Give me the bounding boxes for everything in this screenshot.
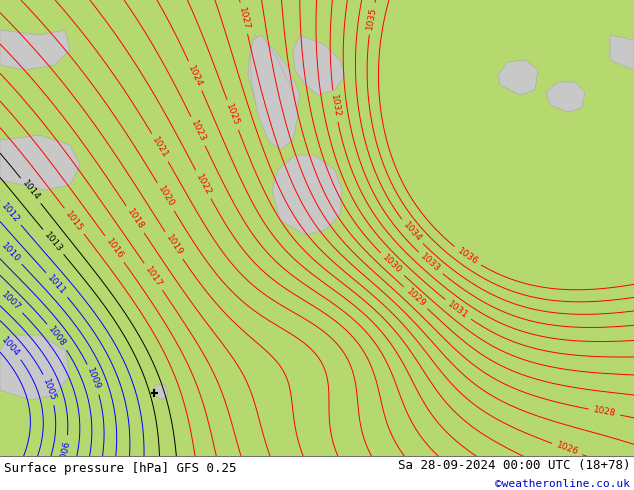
Polygon shape (610, 35, 634, 70)
Text: 1005: 1005 (41, 377, 58, 402)
Text: Sa 28-09-2024 00:00 UTC (18+78): Sa 28-09-2024 00:00 UTC (18+78) (398, 459, 630, 472)
Text: 1010: 1010 (0, 241, 22, 264)
Polygon shape (155, 385, 168, 400)
Text: 1029: 1029 (404, 287, 427, 309)
Text: 1030: 1030 (381, 253, 404, 275)
Text: 1017: 1017 (143, 265, 164, 289)
Text: 1014: 1014 (20, 179, 41, 202)
Polygon shape (250, 35, 298, 150)
Text: 1012: 1012 (0, 201, 22, 224)
Polygon shape (546, 82, 585, 112)
Polygon shape (0, 30, 70, 70)
Text: 1023: 1023 (189, 119, 207, 144)
Text: 1024: 1024 (186, 64, 204, 88)
Text: 1021: 1021 (150, 135, 170, 160)
Text: 1026: 1026 (555, 441, 579, 457)
Text: 1013: 1013 (42, 230, 64, 254)
Text: 1004: 1004 (0, 336, 22, 359)
Polygon shape (498, 60, 538, 95)
Text: 1031: 1031 (446, 299, 470, 320)
Text: 1006: 1006 (58, 439, 72, 463)
Text: 1003: 1003 (7, 459, 26, 484)
Text: 1022: 1022 (194, 172, 212, 196)
Text: 1007: 1007 (0, 290, 22, 313)
Polygon shape (0, 135, 80, 190)
Text: 1019: 1019 (164, 233, 184, 257)
Text: 1016: 1016 (104, 237, 125, 261)
Text: 1015: 1015 (63, 209, 85, 233)
Text: 1009: 1009 (86, 367, 102, 392)
Text: 1008: 1008 (47, 325, 68, 349)
Text: 1011: 1011 (46, 273, 68, 296)
Text: 1018: 1018 (125, 207, 145, 231)
Text: 1036: 1036 (455, 246, 479, 267)
Text: 1033: 1033 (419, 252, 442, 274)
Text: 1034: 1034 (401, 220, 423, 243)
Polygon shape (293, 35, 345, 95)
Text: 1028: 1028 (592, 406, 616, 418)
Bar (0, 456, 634, 490)
Text: 1032: 1032 (329, 94, 341, 118)
Text: 1025: 1025 (224, 102, 241, 127)
Polygon shape (0, 335, 70, 400)
Polygon shape (272, 155, 342, 235)
Text: 1027: 1027 (237, 6, 251, 30)
Polygon shape (248, 35, 300, 130)
Text: 1020: 1020 (156, 185, 176, 209)
Text: ©weatheronline.co.uk: ©weatheronline.co.uk (495, 479, 630, 489)
Text: 1035: 1035 (365, 6, 378, 30)
Text: Surface pressure [hPa] GFS 0.25: Surface pressure [hPa] GFS 0.25 (4, 463, 236, 475)
